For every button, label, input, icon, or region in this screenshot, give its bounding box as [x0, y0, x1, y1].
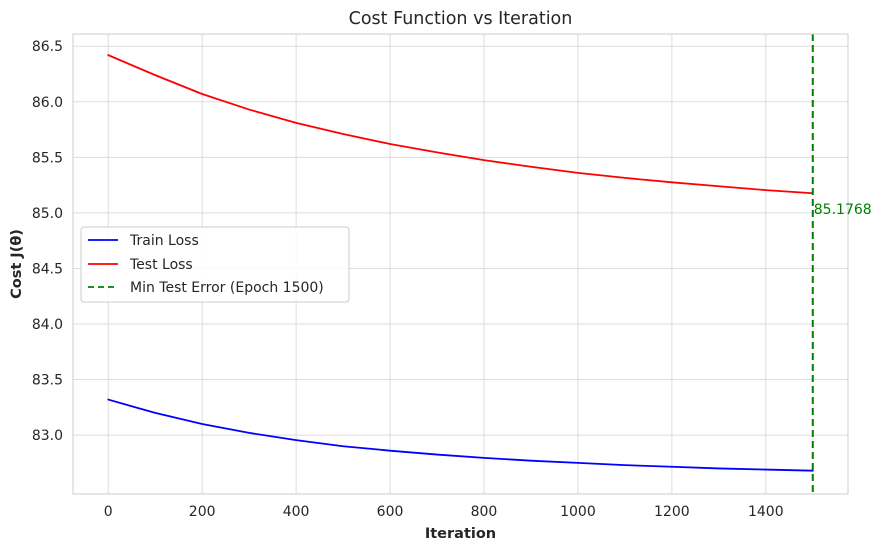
- y-tick-label: 86.0: [32, 95, 63, 111]
- series-line-test-loss: [107, 54, 814, 195]
- y-tick-label: 84.0: [32, 317, 63, 333]
- y-tick-label: 85.0: [32, 206, 63, 222]
- y-tick-label: 83.5: [32, 373, 63, 389]
- y-tick-label: 83.0: [32, 428, 63, 444]
- x-tick-label: 600: [377, 504, 404, 520]
- legend: Train Loss Test Loss Min Test Error (Epo…: [80, 226, 350, 303]
- x-axis-title: Iteration: [425, 526, 496, 542]
- x-tick-label: 1200: [654, 504, 690, 520]
- x-tick-label: 1400: [748, 504, 784, 520]
- legend-box: [80, 226, 350, 303]
- legend-label-min-test-error: Min Test Error (Epoch 1500): [130, 280, 324, 296]
- y-tick-label: 86.5: [32, 39, 63, 55]
- y-axis-title: Cost J(θ): [9, 229, 25, 299]
- legend-label-test-loss: Test Loss: [129, 257, 193, 273]
- y-tick-label: 84.5: [32, 261, 63, 277]
- tick-labels: 0 200 400 600 800 1000 1200 1400 83.0 83.5 84.0 84.…: [32, 39, 784, 520]
- series-layer: [107, 34, 814, 494]
- x-tick-label: 1000: [560, 504, 596, 520]
- legend-label-train-loss: Train Loss: [129, 233, 199, 249]
- axes: [72, 33, 849, 495]
- x-tick-label: 200: [189, 504, 216, 520]
- x-tick-label: 0: [104, 504, 113, 520]
- series-line-train-loss: [107, 398, 814, 472]
- x-tick-label: 800: [471, 504, 498, 520]
- plot-frame: [72, 33, 849, 495]
- min-test-value-annotation: 85.1768: [814, 202, 872, 218]
- y-tick-label: 85.5: [32, 150, 63, 166]
- x-tick-label: 400: [283, 504, 310, 520]
- chart-title: Cost Function vs Iteration: [349, 9, 573, 29]
